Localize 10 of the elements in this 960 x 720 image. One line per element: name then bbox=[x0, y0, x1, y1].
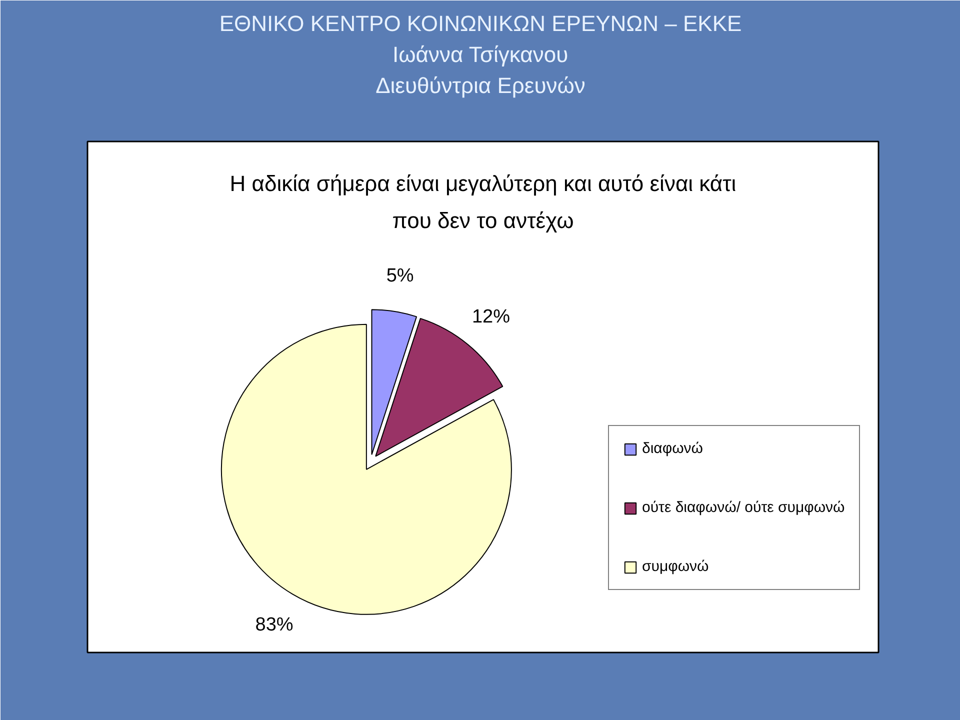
text: Διευθύντρια Ερευνών bbox=[376, 73, 586, 98]
data-label: 83% bbox=[255, 614, 294, 636]
data-label: 5% bbox=[386, 265, 414, 286]
legend-label: ούτε διαφωνώ/ ούτε συμφωνώ bbox=[642, 499, 845, 516]
legend-label: διαφωνώ bbox=[642, 440, 704, 457]
text: ΕΘΝΙΚΟ ΚΕΝΤΡΟ ΚΟΙΝΩΝΙΚΩΝ ΕΡΕΥΝΩΝ – ΕΚΚΕ bbox=[219, 11, 742, 36]
text: Ιωάννα Τσίγκανου bbox=[392, 42, 568, 67]
legend-label: συμφωνώ bbox=[642, 558, 709, 575]
chart-title: Η αδικία σήμερα είναι μεγαλύτερη και αυτό είναι κάτι που δεν το αντέχω bbox=[230, 171, 736, 233]
data-label: 12% bbox=[472, 306, 510, 328]
